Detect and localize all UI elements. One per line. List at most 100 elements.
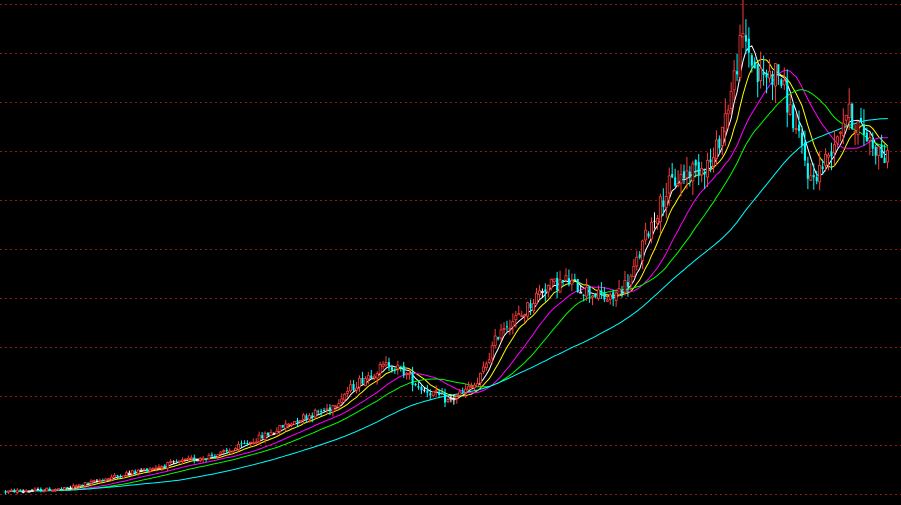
candlestick [195, 459, 199, 462]
candlestick [511, 313, 515, 335]
candle-body [251, 442, 255, 445]
candlestick [712, 147, 715, 173]
candle-body [886, 150, 889, 163]
candle-body [880, 144, 883, 158]
candlestick [685, 156, 689, 190]
candle-body [261, 435, 264, 439]
candlestick [688, 165, 691, 187]
candlestick [119, 474, 122, 479]
candle-body [490, 345, 494, 359]
candle-body [69, 487, 72, 489]
candle-body [623, 279, 627, 293]
candlestick [237, 441, 240, 452]
candlestick [679, 164, 683, 197]
candle-body [317, 411, 320, 413]
candle-body [408, 373, 412, 375]
candlestick [579, 284, 583, 294]
candle-body [664, 196, 668, 208]
candlestick [694, 159, 697, 178]
candle-body [475, 383, 479, 387]
candlestick [508, 319, 512, 336]
candle-body [134, 471, 137, 473]
candle-body [502, 328, 506, 330]
candle-body [505, 326, 508, 328]
candle-body [676, 183, 680, 186]
candle-body [234, 448, 237, 451]
candle-body [782, 79, 786, 86]
candlestick [95, 479, 98, 483]
candlestick [9, 488, 13, 492]
candlestick [588, 285, 591, 303]
candlestick [399, 365, 402, 372]
candlestick [198, 456, 202, 463]
candle-body [83, 482, 87, 487]
candle-body [585, 286, 589, 297]
candlestick [626, 274, 629, 297]
candlestick [729, 82, 733, 116]
candlestick [172, 460, 175, 465]
candlestick [650, 217, 653, 244]
candlestick [732, 60, 736, 101]
candle-body [355, 387, 358, 391]
candlestick [39, 487, 42, 493]
candle-body [142, 468, 146, 471]
candle-body [877, 146, 881, 156]
candle-body [205, 458, 208, 460]
candlestick [715, 130, 718, 166]
candlestick [210, 452, 213, 459]
ma10-line [5, 58, 888, 493]
candle-body [390, 367, 393, 371]
candle-body [228, 450, 232, 453]
candlestick [393, 367, 396, 374]
candle-body [487, 359, 491, 363]
candlestick [493, 328, 497, 349]
candle-body [549, 278, 553, 289]
candlestick [201, 455, 205, 463]
candle-body [671, 174, 674, 178]
candle-body [706, 160, 709, 178]
candlestick [426, 384, 429, 398]
candle-body [104, 478, 108, 482]
candle-body [352, 384, 355, 390]
candle-body [384, 362, 388, 366]
candle-body [662, 200, 665, 207]
candle-body [688, 171, 691, 178]
candle-body [24, 490, 28, 493]
candle-body [290, 423, 294, 426]
candle-body [656, 218, 659, 224]
candle-body [818, 164, 822, 183]
candlestick [774, 63, 777, 104]
candlestick [157, 464, 161, 469]
candlestick [180, 457, 184, 465]
candlestick [307, 413, 311, 423]
candlestick [753, 57, 756, 69]
candlestick [261, 432, 264, 439]
candle-body [278, 425, 282, 432]
candlestick [417, 380, 420, 390]
candle-body [597, 289, 600, 299]
candle-body [750, 55, 753, 66]
candle-body [538, 290, 541, 296]
candle-body [39, 488, 42, 492]
candlestick [585, 278, 589, 301]
candle-body [647, 233, 650, 237]
candlestick [833, 130, 836, 166]
candle-body [414, 384, 417, 386]
candlestick [806, 156, 809, 190]
candlestick [723, 98, 727, 146]
candle-body [9, 489, 13, 492]
candle-body [216, 454, 220, 457]
candlestick [83, 482, 87, 488]
candle-body [715, 139, 718, 159]
candle-body [334, 405, 338, 408]
candlestick [343, 392, 347, 403]
candlestick [780, 78, 783, 89]
candle-body [703, 171, 706, 175]
candle-body [478, 372, 482, 384]
candle-body [33, 488, 37, 492]
candle-body [576, 279, 579, 292]
candlestick [337, 399, 341, 409]
candlestick [92, 479, 96, 482]
candle-body [712, 157, 715, 167]
